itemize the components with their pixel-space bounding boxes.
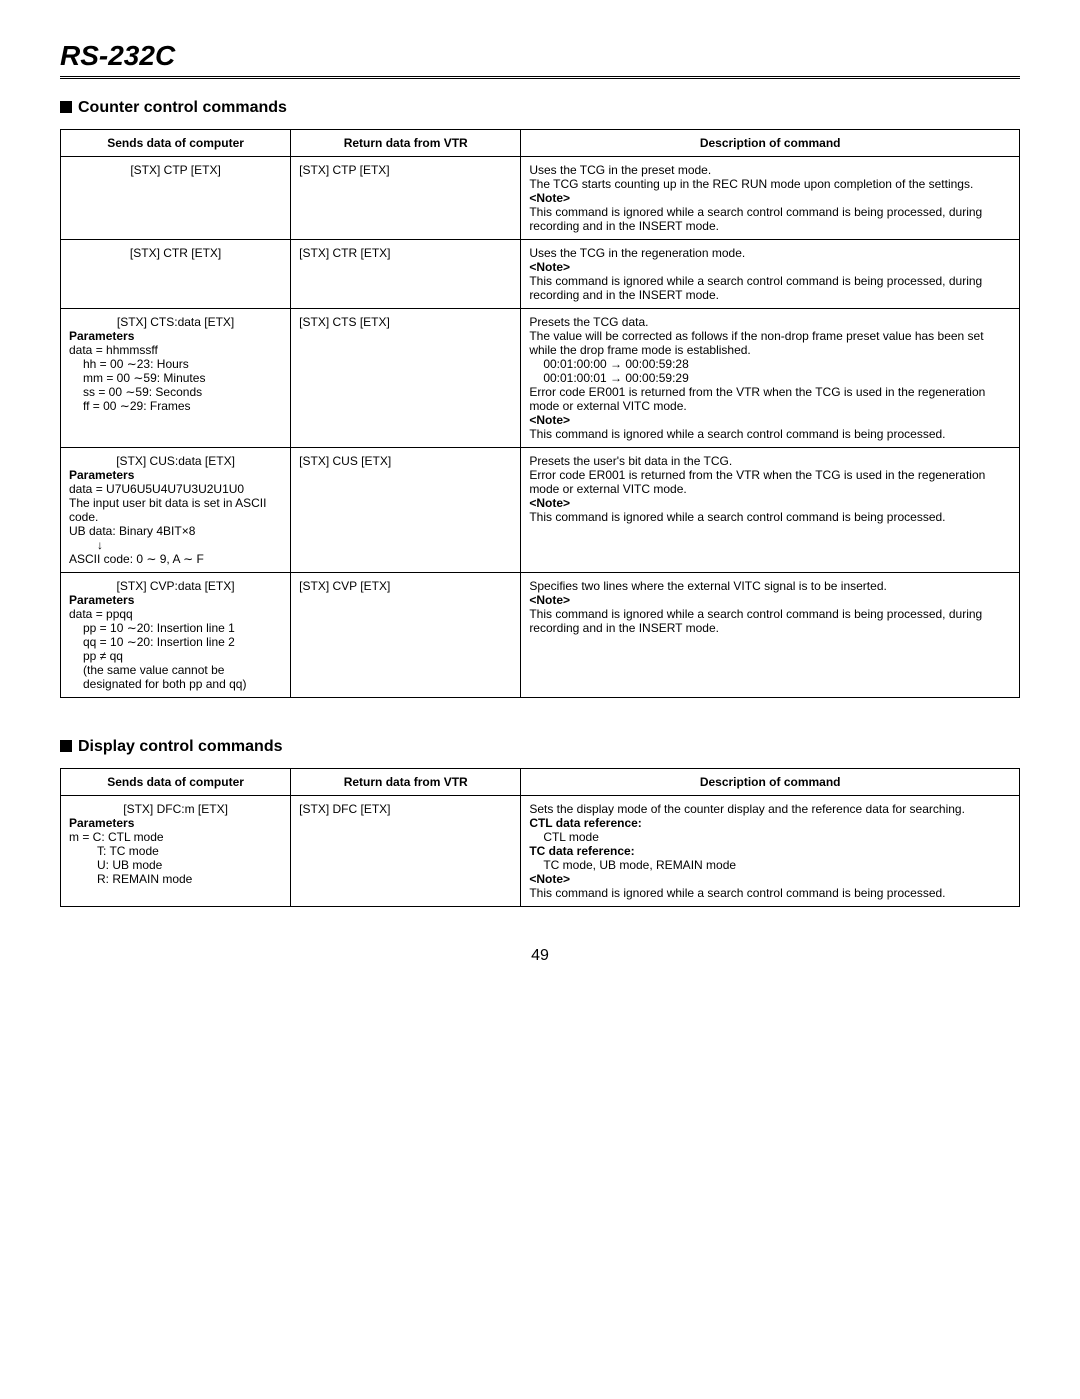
- table-header: Sends data of computer: [61, 130, 291, 157]
- desc-line: Presets the TCG data.: [529, 315, 1011, 329]
- table-header: Return data from VTR: [291, 130, 521, 157]
- send-command: [STX] CTR [ETX]: [69, 246, 282, 260]
- command-table: Sends data of computerReturn data from V…: [60, 129, 1020, 698]
- desc-line: Sets the display mode of the counter dis…: [529, 802, 1011, 816]
- param-line: pp = 10 ∼20: Insertion line 1: [69, 621, 282, 635]
- desc-cell: Uses the TCG in the regeneration mode.<N…: [521, 240, 1020, 309]
- table-row: [STX] CUS:data [ETX]Parametersdata = U7U…: [61, 448, 1020, 573]
- section-heading-text: Display control commands: [78, 738, 283, 755]
- send-command: [STX] CUS:data [ETX]: [69, 454, 282, 468]
- param-line: hh = 00 ∼23: Hours: [69, 357, 282, 371]
- desc-cell: Presets the user's bit data in the TCG.E…: [521, 448, 1020, 573]
- param-line: U: UB mode: [69, 858, 282, 872]
- table-header: Return data from VTR: [291, 769, 521, 796]
- desc-line: Specifies two lines where the external V…: [529, 579, 1011, 593]
- send-command: [STX] CTS:data [ETX]: [69, 315, 282, 329]
- section-heading: Counter control commands: [60, 99, 1020, 117]
- param-line: R: REMAIN mode: [69, 872, 282, 886]
- desc-line: This command is ignored while a search c…: [529, 510, 1011, 524]
- param-line: Parameters: [69, 468, 282, 482]
- desc-line: Error code ER001 is returned from the VT…: [529, 385, 1011, 413]
- desc-line: Uses the TCG in the regeneration mode.: [529, 246, 1011, 260]
- table-header: Description of command: [521, 769, 1020, 796]
- table-row: [STX] CTP [ETX][STX] CTP [ETX]Uses the T…: [61, 157, 1020, 240]
- desc-cell: Presets the TCG data.The value will be c…: [521, 309, 1020, 448]
- desc-line: <Note>: [529, 593, 1011, 607]
- send-cell: [STX] CTR [ETX]: [61, 240, 291, 309]
- param-line: T: TC mode: [69, 844, 282, 858]
- desc-line: <Note>: [529, 413, 1011, 427]
- param-line: ASCII code: 0 ∼ 9, A ∼ F: [69, 552, 282, 566]
- param-line: data = U7U6U5U4U7U3U2U1U0: [69, 482, 282, 496]
- param-line: The input user bit data is set in ASCII …: [69, 496, 282, 524]
- send-command: [STX] CVP:data [ETX]: [69, 579, 282, 593]
- param-line: m = C: CTL mode: [69, 830, 282, 844]
- send-cell: [STX] DFC:m [ETX]Parametersm = C: CTL mo…: [61, 796, 291, 907]
- return-cell: [STX] CTR [ETX]: [291, 240, 521, 309]
- table-row: [STX] CVP:data [ETX]Parametersdata = ppq…: [61, 573, 1020, 698]
- square-bullet-icon: [60, 101, 72, 113]
- desc-cell: Specifies two lines where the external V…: [521, 573, 1020, 698]
- section-heading-text: Counter control commands: [78, 99, 287, 116]
- table-header: Sends data of computer: [61, 769, 291, 796]
- desc-line: Presets the user's bit data in the TCG.: [529, 454, 1011, 468]
- param-line: Parameters: [69, 329, 282, 343]
- table-row: [STX] CTR [ETX][STX] CTR [ETX]Uses the T…: [61, 240, 1020, 309]
- desc-line: The value will be corrected as follows i…: [529, 329, 1011, 357]
- command-table: Sends data of computerReturn data from V…: [60, 768, 1020, 907]
- page-title: RS-232C: [60, 40, 1020, 72]
- send-cell: [STX] CUS:data [ETX]Parametersdata = U7U…: [61, 448, 291, 573]
- desc-line: Uses the TCG in the preset mode.: [529, 163, 1011, 177]
- send-cell: [STX] CTP [ETX]: [61, 157, 291, 240]
- send-cell: [STX] CVP:data [ETX]Parametersdata = ppq…: [61, 573, 291, 698]
- desc-line: TC data reference:: [529, 844, 1011, 858]
- desc-line: <Note>: [529, 191, 1011, 205]
- table-header: Description of command: [521, 130, 1020, 157]
- desc-line: This command is ignored while a search c…: [529, 607, 1011, 635]
- return-cell: [STX] DFC [ETX]: [291, 796, 521, 907]
- return-cell: [STX] CTS [ETX]: [291, 309, 521, 448]
- desc-line: <Note>: [529, 496, 1011, 510]
- desc-cell: Uses the TCG in the preset mode.The TCG …: [521, 157, 1020, 240]
- desc-line: This command is ignored while a search c…: [529, 886, 1011, 900]
- desc-line: 00:01:00:01 → 00:00:59:29: [529, 371, 1011, 385]
- param-line: pp ≠ qq: [69, 649, 282, 663]
- square-bullet-icon: [60, 740, 72, 752]
- section-heading: Display control commands: [60, 738, 1020, 756]
- param-line: data = ppqq: [69, 607, 282, 621]
- desc-line: <Note>: [529, 260, 1011, 274]
- desc-line: CTL data reference:: [529, 816, 1011, 830]
- desc-line: CTL mode: [529, 830, 1011, 844]
- table-row: [STX] CTS:data [ETX]Parametersdata = hhm…: [61, 309, 1020, 448]
- desc-line: <Note>: [529, 872, 1011, 886]
- desc-line: This command is ignored while a search c…: [529, 274, 1011, 302]
- return-cell: [STX] CUS [ETX]: [291, 448, 521, 573]
- param-line: Parameters: [69, 593, 282, 607]
- table-row: [STX] DFC:m [ETX]Parametersm = C: CTL mo…: [61, 796, 1020, 907]
- param-line: data = hhmmssff: [69, 343, 282, 357]
- param-line: ss = 00 ∼59: Seconds: [69, 385, 282, 399]
- desc-line: This command is ignored while a search c…: [529, 205, 1011, 233]
- page-number: 49: [60, 947, 1020, 965]
- param-line: ↓: [69, 538, 282, 552]
- desc-line: 00:01:00:00 → 00:00:59:28: [529, 357, 1011, 371]
- return-cell: [STX] CVP [ETX]: [291, 573, 521, 698]
- param-line: (the same value cannot be designated for…: [69, 663, 282, 691]
- desc-line: The TCG starts counting up in the REC RU…: [529, 177, 1011, 191]
- param-line: mm = 00 ∼59: Minutes: [69, 371, 282, 385]
- send-cell: [STX] CTS:data [ETX]Parametersdata = hhm…: [61, 309, 291, 448]
- desc-cell: Sets the display mode of the counter dis…: [521, 796, 1020, 907]
- send-command: [STX] DFC:m [ETX]: [69, 802, 282, 816]
- param-line: Parameters: [69, 816, 282, 830]
- return-cell: [STX] CTP [ETX]: [291, 157, 521, 240]
- send-command: [STX] CTP [ETX]: [69, 163, 282, 177]
- title-rule: [60, 76, 1020, 79]
- desc-line: This command is ignored while a search c…: [529, 427, 1011, 441]
- desc-line: Error code ER001 is returned from the VT…: [529, 468, 1011, 496]
- desc-line: TC mode, UB mode, REMAIN mode: [529, 858, 1011, 872]
- param-line: UB data: Binary 4BIT×8: [69, 524, 282, 538]
- param-line: qq = 10 ∼20: Insertion line 2: [69, 635, 282, 649]
- param-line: ff = 00 ∼29: Frames: [69, 399, 282, 413]
